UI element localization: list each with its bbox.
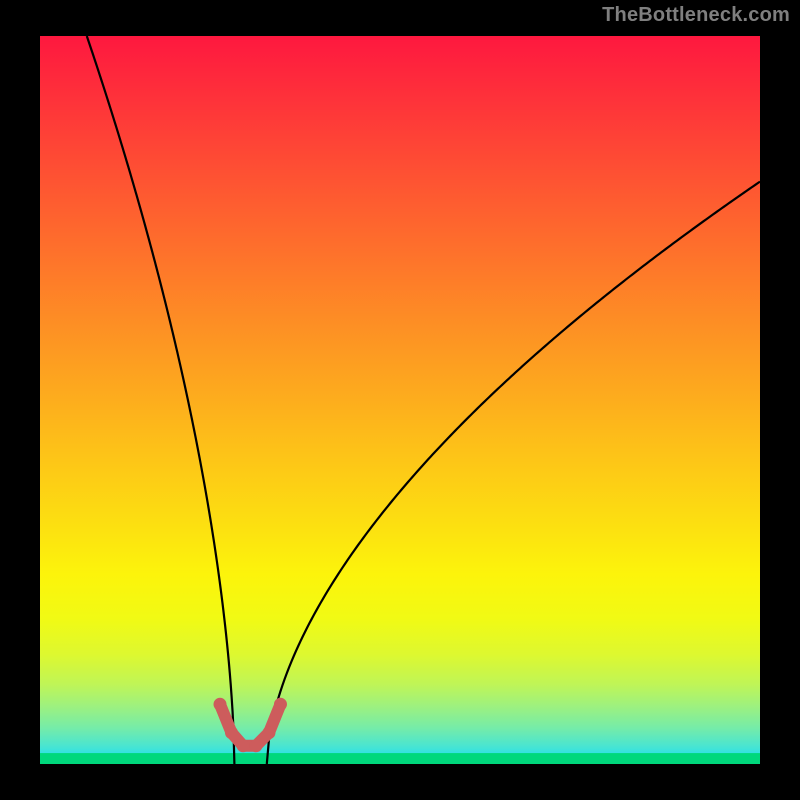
stage: TheBottleneck.com: [0, 0, 800, 800]
plot-area: [40, 36, 760, 764]
bottom-marker-dot: [214, 698, 227, 711]
bottom-marker-dot: [262, 726, 275, 739]
bottom-marker-dot: [250, 739, 263, 752]
curve-layer: [40, 36, 760, 764]
bottom-marker-dot: [237, 739, 250, 752]
bottom-marker-dot: [225, 726, 238, 739]
curve-right: [267, 182, 760, 764]
curve-left: [87, 36, 235, 764]
bottom-marker-dot: [274, 698, 287, 711]
bottom-marker: [214, 698, 287, 753]
watermark-text: TheBottleneck.com: [602, 4, 790, 27]
